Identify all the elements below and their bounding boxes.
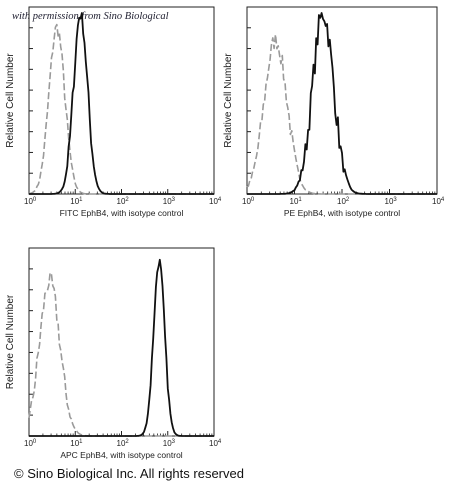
x-tick-label: 100	[242, 197, 255, 206]
isotype-control-trace	[246, 33, 437, 195]
x-axis-label: FITC EphB4, with isotype control	[60, 208, 184, 218]
x-tick-label: 103	[385, 197, 398, 206]
ephb4-trace	[247, 12, 437, 195]
x-tick-label: 100	[24, 439, 37, 448]
x-tick-label: 103	[163, 197, 176, 206]
x-tick-label: 104	[432, 197, 445, 206]
x-tick-label: 101	[70, 439, 83, 448]
y-axis-label: Relative Cell Number	[223, 53, 234, 148]
x-tick-label: 103	[163, 439, 176, 448]
histogram-panel-2: 100 101 102 103 104 Relative Cell Number PE Ep…	[223, 6, 445, 218]
x-tick-label: 102	[117, 439, 130, 448]
x-tick-label: 101	[290, 197, 303, 206]
copyright-text: © Sino Biological Inc. All rights reserv…	[14, 466, 244, 481]
x-tick-label: 101	[70, 197, 83, 206]
y-axis-label: Relative Cell Number	[5, 294, 16, 389]
histogram-panel-1: 100 101 102 103 104 Relative Cell Number FITC …	[5, 6, 222, 218]
x-tick-label: 102	[117, 197, 130, 206]
x-axis-label: PE EphB4, with isotype control	[284, 208, 400, 218]
x-tick-label: 104	[209, 439, 222, 448]
plot-frame	[28, 247, 215, 437]
ephb4-trace	[29, 12, 214, 195]
x-axis-label: APC EphB4, with isotype control	[60, 450, 182, 460]
isotype-control-trace	[28, 23, 214, 195]
x-tick-label: 102	[337, 197, 350, 206]
x-tick-label: 104	[209, 197, 222, 206]
y-axis-label: Relative Cell Number	[5, 53, 16, 148]
watermark-text: with permission from Sino Biological	[12, 11, 169, 22]
isotype-control-trace	[28, 271, 214, 437]
plot-frame	[28, 6, 215, 195]
ephb4-trace	[29, 258, 214, 437]
plot-frame	[246, 6, 438, 195]
x-tick-label: 100	[24, 197, 37, 206]
histogram-panel-3: 100 101 102 103 104 Relative Cell Number APC E…	[5, 247, 222, 460]
